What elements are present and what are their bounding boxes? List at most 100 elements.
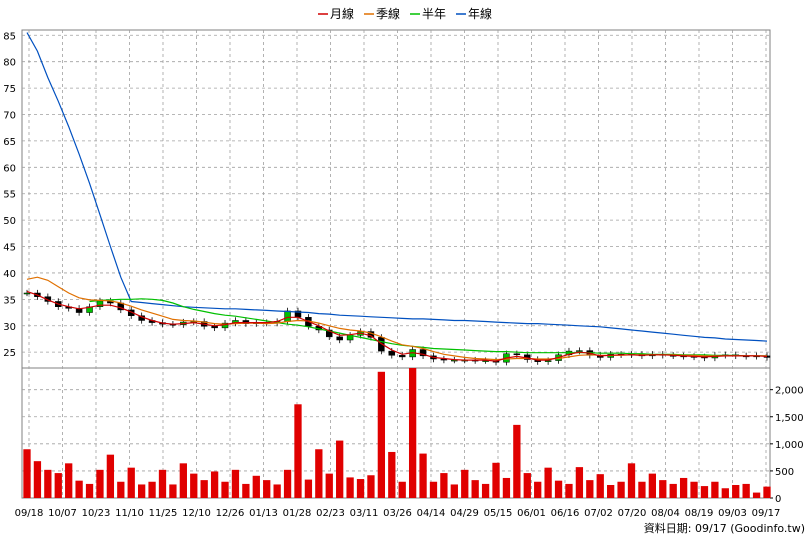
- volume-bar: [85, 483, 94, 498]
- volume-bar: [700, 486, 709, 498]
- x-tick-label: 11/25: [149, 508, 178, 519]
- volume-tick-label: 2,000: [775, 386, 804, 397]
- candle-body: [211, 326, 218, 329]
- price-tick-label: 75: [3, 84, 16, 95]
- volume-bar: [752, 492, 761, 498]
- volume-bar: [210, 471, 219, 498]
- volume-bar: [138, 484, 146, 498]
- volume-bar: [127, 467, 135, 498]
- volume-bar: [471, 480, 479, 498]
- volume-bar: [669, 483, 677, 498]
- volume-bar: [596, 474, 604, 498]
- volume-bar: [179, 463, 187, 498]
- volume-bar: [252, 475, 260, 498]
- moving-average-lines: [26, 32, 768, 362]
- volume-bar: [200, 480, 208, 498]
- volume-bar: [648, 473, 656, 498]
- price-tick-label: 60: [3, 163, 16, 174]
- x-tick-label: 09/17: [752, 508, 781, 519]
- x-tick-label: 07/02: [584, 508, 613, 519]
- price-tick-label: 25: [3, 348, 16, 359]
- volume-bar: [356, 479, 365, 498]
- x-tick-label: 01/28: [283, 508, 312, 519]
- volume-bar: [388, 451, 396, 498]
- x-tick-label: 03/26: [383, 508, 412, 519]
- volume-bar: [732, 485, 740, 498]
- volume-bar: [304, 479, 313, 498]
- volume-tick-label: 500: [775, 467, 794, 478]
- x-tick-label: 08/19: [685, 508, 714, 519]
- candle-body: [326, 329, 333, 338]
- candle-body: [398, 355, 406, 358]
- volume-bar: [367, 475, 375, 498]
- x-tick-label: 07/20: [618, 508, 647, 519]
- x-tick-label: 01/13: [249, 508, 278, 519]
- ma-month-line: [26, 290, 768, 362]
- volume-bar: [169, 484, 177, 498]
- volume-bar: [638, 481, 646, 498]
- volume-bar: [554, 480, 563, 498]
- candle-body: [388, 350, 396, 356]
- volume-bar: [221, 481, 229, 498]
- legend-label: 年線: [468, 6, 492, 21]
- x-tick-label: 06/16: [551, 508, 580, 519]
- volume-bar: [742, 483, 750, 498]
- volume-bar: [148, 481, 156, 498]
- volume-bar: [429, 481, 438, 498]
- volume-bar: [44, 469, 52, 498]
- volume-bar: [263, 480, 271, 498]
- volume-bar: [450, 484, 458, 498]
- volume-bar: [377, 371, 386, 498]
- x-tick-label: 08/04: [651, 508, 680, 519]
- ma-year-line: [26, 32, 768, 342]
- x-tick-label: 10/07: [48, 508, 77, 519]
- candle-body: [284, 310, 291, 322]
- volume-bar: [158, 469, 167, 498]
- x-tick-label: 12/26: [216, 508, 245, 519]
- price-tick-label: 70: [3, 111, 16, 122]
- volume-bar: [659, 480, 667, 498]
- price-tick-label: 80: [3, 58, 16, 69]
- x-tick-label: 02/23: [316, 508, 345, 519]
- volume-bar: [283, 469, 292, 498]
- volume-bar: [346, 477, 354, 498]
- price-tick-label: 65: [3, 137, 16, 148]
- price-tick-label: 85: [3, 31, 16, 42]
- x-tick-label: 11/10: [115, 508, 144, 519]
- price-axis: 25 30 35 40 45 50 55 60 65 70 75 80 85: [3, 31, 16, 359]
- price-tick-label: 45: [3, 243, 16, 254]
- price-plot-area: [21, 29, 771, 369]
- volume-bar: [502, 477, 511, 498]
- x-tick-label: 04/29: [450, 508, 479, 519]
- volume-bar: [33, 461, 42, 498]
- volume-bar: [325, 473, 333, 498]
- volume-bar: [721, 488, 729, 498]
- x-tick-label: 05/15: [484, 508, 513, 519]
- volume-bar: [440, 473, 448, 498]
- volume-tick-label: 1,500: [775, 413, 804, 424]
- volume-tick-label: 0: [775, 494, 781, 505]
- x-tick-label: 03/11: [350, 508, 379, 519]
- volume-bars: [23, 368, 771, 498]
- volume-bar: [419, 453, 427, 498]
- x-tick-label: 09/03: [718, 508, 747, 519]
- volume-bar: [617, 481, 625, 498]
- volume-tick-label: 1,000: [775, 440, 804, 451]
- footer-text: 資料日期: 09/17 (Goodinfo.tw): [644, 521, 805, 535]
- volume-bar: [231, 469, 240, 498]
- volume-bar: [523, 473, 531, 498]
- volume-bar: [575, 467, 584, 498]
- candle-body: [23, 292, 31, 295]
- x-tick-label: 06/01: [517, 508, 546, 519]
- volume-bar: [273, 484, 281, 498]
- volume-bar: [679, 477, 688, 498]
- volume-bar: [586, 480, 594, 498]
- volume-bar: [242, 483, 250, 498]
- x-tick-label: 10/23: [82, 508, 111, 519]
- candle-body: [576, 350, 583, 352]
- volume-bar: [627, 463, 636, 498]
- volume-bar: [65, 463, 73, 498]
- volume-bar: [23, 449, 31, 498]
